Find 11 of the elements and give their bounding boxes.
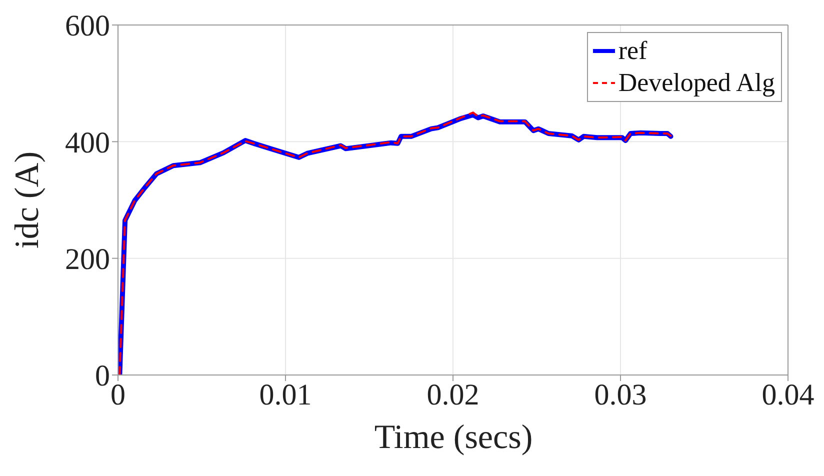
x-tick-label: 0.04 — [762, 378, 814, 412]
x-axis-title: Time (secs) — [373, 418, 534, 458]
x-tick-label: 0.02 — [426, 378, 480, 412]
y-axis-title: idc (A) — [9, 151, 46, 249]
legend-label: ref — [618, 35, 648, 67]
x-tick-label: 0.01 — [259, 378, 312, 412]
y-tick-label: 600 — [65, 10, 110, 43]
y-tick-label: 200 — [65, 242, 110, 276]
x-tick-label: 0.03 — [594, 378, 647, 412]
legend-label: Developed Alg — [618, 67, 775, 99]
y-tick-label: 400 — [65, 126, 110, 160]
